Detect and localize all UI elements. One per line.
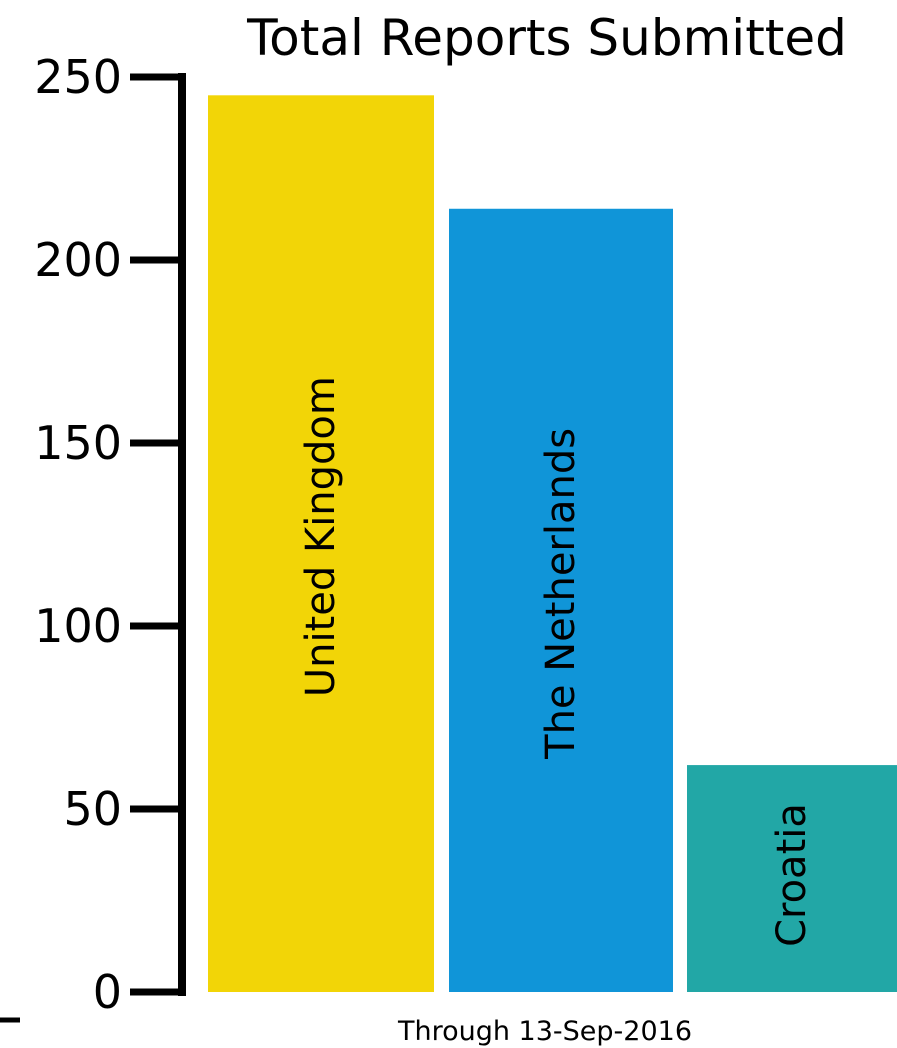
bar-label: The Netherlands [538,428,584,760]
chart-title: Total Reports Submitted [246,9,847,67]
y-tick-label: 200 [34,233,122,287]
y-tick-label: 150 [34,416,122,470]
bar-label: Croatia [769,803,815,947]
y-tick-label: 250 [34,50,122,104]
y-tick-label: 50 [63,782,122,836]
bar [449,208,673,992]
bar [687,765,897,992]
y-axis: 0 50 100 150 200 250 [34,50,186,1019]
bars: United Kingdom The Netherlands Croatia [208,95,897,993]
chart-subtitle: Through 13-Sep-2016 [397,1016,692,1047]
bar [208,95,434,993]
y-tick-label: 0 [93,965,122,1019]
bar-label: United Kingdom [298,376,344,697]
y-tick-label: 100 [34,599,122,653]
